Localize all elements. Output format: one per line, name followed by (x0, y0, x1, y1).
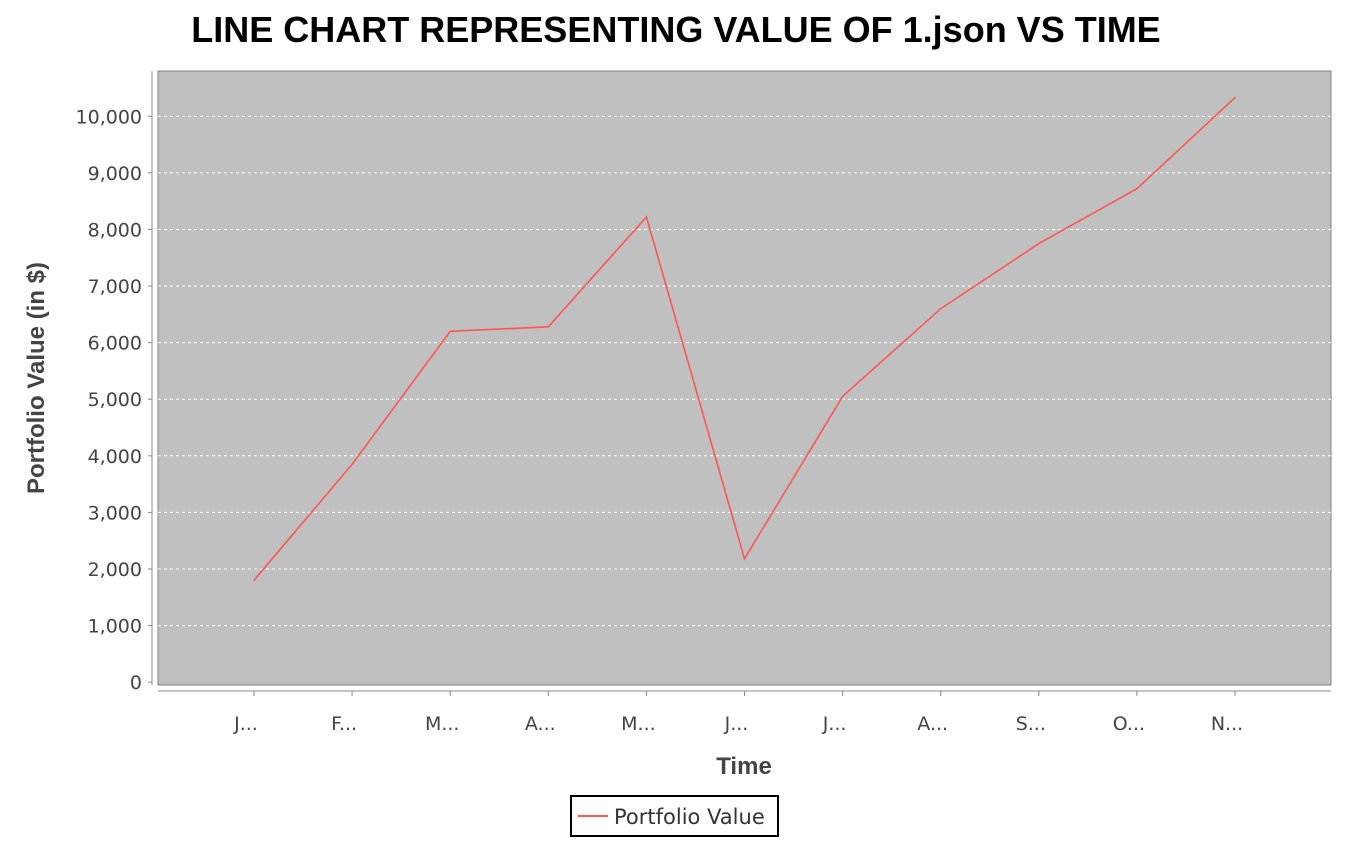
x-tick-label: M... (425, 713, 460, 735)
chart-title: LINE CHART REPRESENTING VALUE OF 1.json … (191, 9, 1160, 50)
plot-area: 0 1,000 2,000 3,000 4,000 5,000 6,000 7,000 8,00… (76, 70, 1332, 735)
y-tick-label: 10,000 (76, 106, 142, 128)
y-tick-label: 6,000 (88, 333, 142, 355)
y-tick-label: 4,000 (88, 446, 142, 468)
x-tick-label: F... (331, 713, 357, 735)
y-tick-label: 8,000 (88, 219, 142, 241)
y-tick-label: 9,000 (88, 163, 142, 185)
data-point (449, 330, 452, 333)
legend: Portfolio Value (570, 795, 779, 837)
x-tick-label: A... (917, 713, 948, 735)
x-tick-label: O... (1113, 713, 1145, 735)
y-tick-label: 2,000 (88, 559, 142, 581)
x-tick-label: N... (1211, 713, 1243, 735)
data-point (939, 307, 942, 310)
y-tick-label: 1,000 (88, 616, 142, 638)
y-tick-label: 7,000 (88, 276, 142, 298)
y-axis-label: Portfolio Value (in $) (23, 262, 50, 494)
data-point (645, 216, 648, 218)
legend-label: Portfolio Value (614, 805, 765, 829)
data-point (1136, 187, 1138, 190)
data-point (1038, 242, 1040, 245)
plot-background (157, 70, 1332, 686)
y-tick-label: 0 (130, 672, 142, 694)
data-point (253, 579, 255, 582)
x-tick-label: J... (233, 713, 258, 735)
x-axis-label: Time (716, 753, 772, 780)
data-point (351, 463, 353, 466)
data-point (547, 325, 550, 328)
y-tick-label: 5,000 (88, 389, 142, 411)
x-tick-label: J... (724, 713, 749, 735)
x-tick-label: S... (1016, 713, 1046, 735)
x-tick-label: M... (621, 713, 656, 735)
x-tick-label: A... (525, 713, 556, 735)
data-point (743, 558, 746, 560)
data-point (841, 395, 844, 398)
x-tick-label: J... (822, 713, 847, 735)
data-point (1234, 96, 1236, 99)
y-tick-label: 3,000 (88, 502, 142, 524)
